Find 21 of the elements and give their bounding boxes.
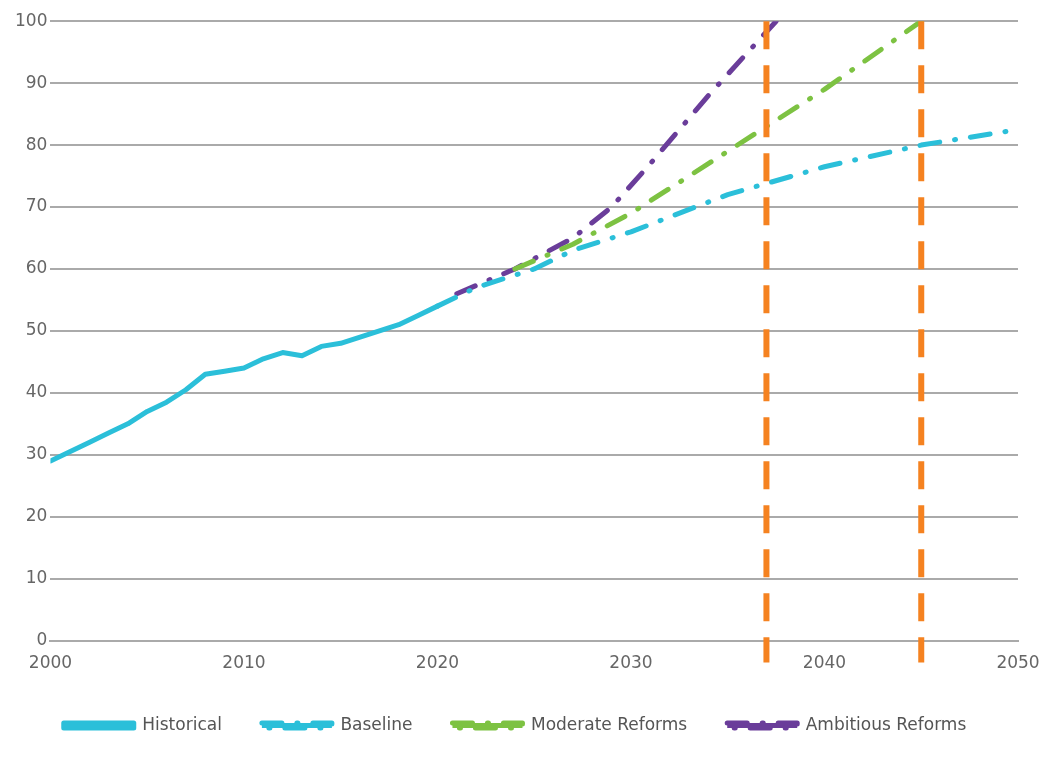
legend-label: Ambitious Reforms (805, 713, 967, 734)
x-tick-label: 2020 (415, 652, 460, 673)
y-tick-label: 100 (14, 9, 48, 30)
y-tick-label: 10 (25, 567, 48, 588)
x-tick-label: 2040 (802, 652, 847, 673)
x-tick-label: 2000 (28, 652, 73, 673)
y-tick-label: 0 (36, 629, 48, 650)
y-tick-label: 70 (25, 195, 48, 216)
y-tick-label: 50 (25, 319, 48, 340)
x-tick-label: 2050 (996, 652, 1040, 673)
legend-label: Historical (142, 713, 222, 734)
y-tick-label: 60 (25, 257, 48, 278)
y-tick-label: 30 (25, 443, 48, 464)
y-tick-label: 20 (25, 505, 48, 526)
y-tick-label: 90 (25, 71, 48, 92)
x-tick-label: 2030 (609, 652, 653, 673)
y-tick-label: 80 (25, 133, 48, 154)
x-tick-label: 2010 (222, 652, 266, 673)
legend-label: Moderate Reforms (530, 713, 688, 734)
y-tick-label: 40 (25, 381, 48, 402)
legend-label: Baseline (340, 713, 413, 734)
